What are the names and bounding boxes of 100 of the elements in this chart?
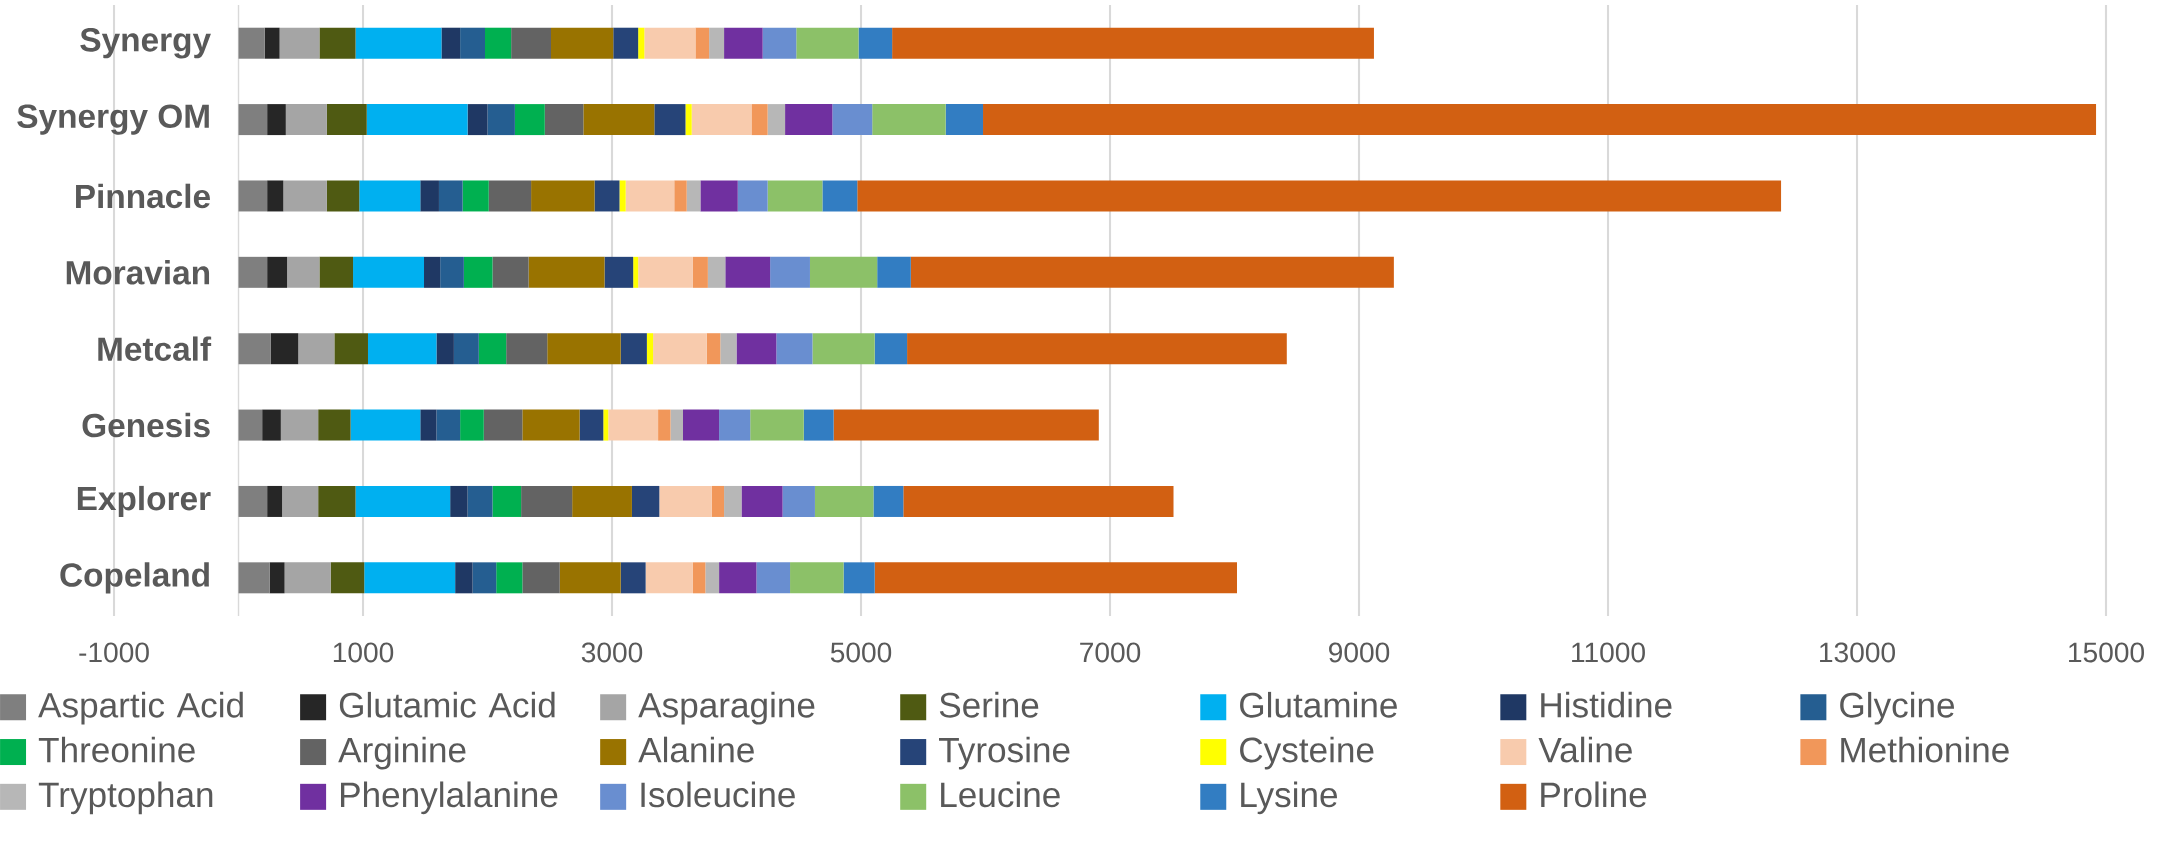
- bar: [467, 104, 488, 136]
- bar: [872, 104, 946, 136]
- bar: [326, 104, 367, 136]
- bar: [460, 27, 486, 59]
- bar: [514, 104, 545, 136]
- legend-label: Tryptophan: [38, 781, 213, 815]
- bar: [809, 256, 878, 288]
- bar: [355, 27, 442, 59]
- legend-label: Leucine: [941, 781, 1060, 808]
- legend-label: Tyrosine: [939, 736, 1070, 770]
- y-tick-label: Synergy: [80, 28, 211, 59]
- bar: [318, 485, 356, 517]
- legend-label: Serine: [939, 691, 1039, 718]
- bar: [711, 485, 725, 517]
- bar: [691, 104, 752, 136]
- bar: [692, 256, 708, 288]
- x-tick-label: 3000: [581, 642, 643, 663]
- bar: [238, 485, 268, 517]
- legend-label: Proline: [1541, 781, 1647, 808]
- legend-label: Lysine: [1241, 781, 1337, 815]
- bar: [472, 562, 497, 594]
- bar: [364, 562, 456, 594]
- x-tick-label: 1000: [333, 642, 394, 663]
- bar: [267, 104, 286, 136]
- bar: [478, 333, 507, 365]
- bar: [483, 409, 523, 441]
- legend-label: Histidine: [1541, 691, 1672, 718]
- bar: [583, 104, 655, 136]
- bar: [776, 333, 813, 365]
- bar: [707, 256, 726, 288]
- bar: [631, 485, 660, 517]
- bar: [492, 256, 529, 288]
- bar: [812, 333, 875, 365]
- bar: [436, 333, 454, 365]
- legend-label: Arginine: [338, 736, 466, 770]
- bar: [613, 27, 639, 59]
- bar: [720, 333, 737, 365]
- bar: [756, 562, 791, 594]
- bar: [620, 562, 646, 594]
- bar: [625, 180, 675, 212]
- bar: [785, 104, 833, 136]
- legend-label: Asparagine: [638, 691, 815, 725]
- x-tick-label: 7000: [1080, 642, 1141, 663]
- legend-label: Glutamine: [1240, 691, 1397, 718]
- legend-label: Valine: [1538, 736, 1632, 763]
- bar: [319, 27, 356, 59]
- bar: [488, 180, 532, 212]
- bar: [455, 562, 473, 594]
- legend-label: Threonine: [38, 736, 195, 763]
- bar: [858, 27, 893, 59]
- bar: [485, 27, 512, 59]
- bar: [604, 256, 634, 288]
- bar: [736, 333, 777, 365]
- bar: [366, 104, 468, 136]
- bar: [424, 256, 441, 288]
- bar: [353, 256, 425, 288]
- legend-label: Alanine: [638, 736, 754, 763]
- bar: [440, 256, 464, 288]
- bar: [579, 409, 604, 441]
- bar: [685, 104, 692, 136]
- bar: [267, 256, 288, 288]
- bar: [238, 256, 268, 288]
- bar: [238, 562, 270, 594]
- bar: [619, 180, 626, 212]
- bar: [436, 409, 461, 441]
- bar: [262, 409, 281, 441]
- bar: [762, 27, 797, 59]
- bar: [492, 485, 522, 517]
- bar: [330, 562, 365, 594]
- bar: [767, 104, 786, 136]
- bar: [547, 333, 621, 365]
- bar: [686, 180, 701, 212]
- bar: [267, 485, 283, 517]
- bar: [833, 409, 1099, 441]
- bar: [790, 562, 844, 594]
- bar: [709, 27, 725, 59]
- bar: [719, 409, 751, 441]
- bar: [460, 409, 484, 441]
- bar: [496, 562, 523, 594]
- bar: [264, 27, 280, 59]
- bar: [725, 256, 771, 288]
- bar: [420, 180, 439, 212]
- y-tick-label: Pinnacle: [76, 183, 210, 209]
- bar: [269, 562, 285, 594]
- bar: [682, 409, 720, 441]
- bar: [594, 180, 620, 212]
- y-tick-label: Moravian: [66, 260, 210, 285]
- bar: [285, 104, 327, 136]
- bar: [238, 104, 268, 136]
- bar: [719, 562, 757, 594]
- bar: [463, 256, 493, 288]
- x-tick-label: 9000: [1329, 642, 1390, 663]
- bar: [521, 485, 573, 517]
- bar: [441, 27, 461, 59]
- x-tick-label: 11000: [1572, 642, 1645, 663]
- bar: [367, 333, 437, 365]
- bar: [355, 485, 451, 517]
- bar: [750, 409, 804, 441]
- bar: [603, 409, 609, 441]
- bar: [270, 333, 299, 365]
